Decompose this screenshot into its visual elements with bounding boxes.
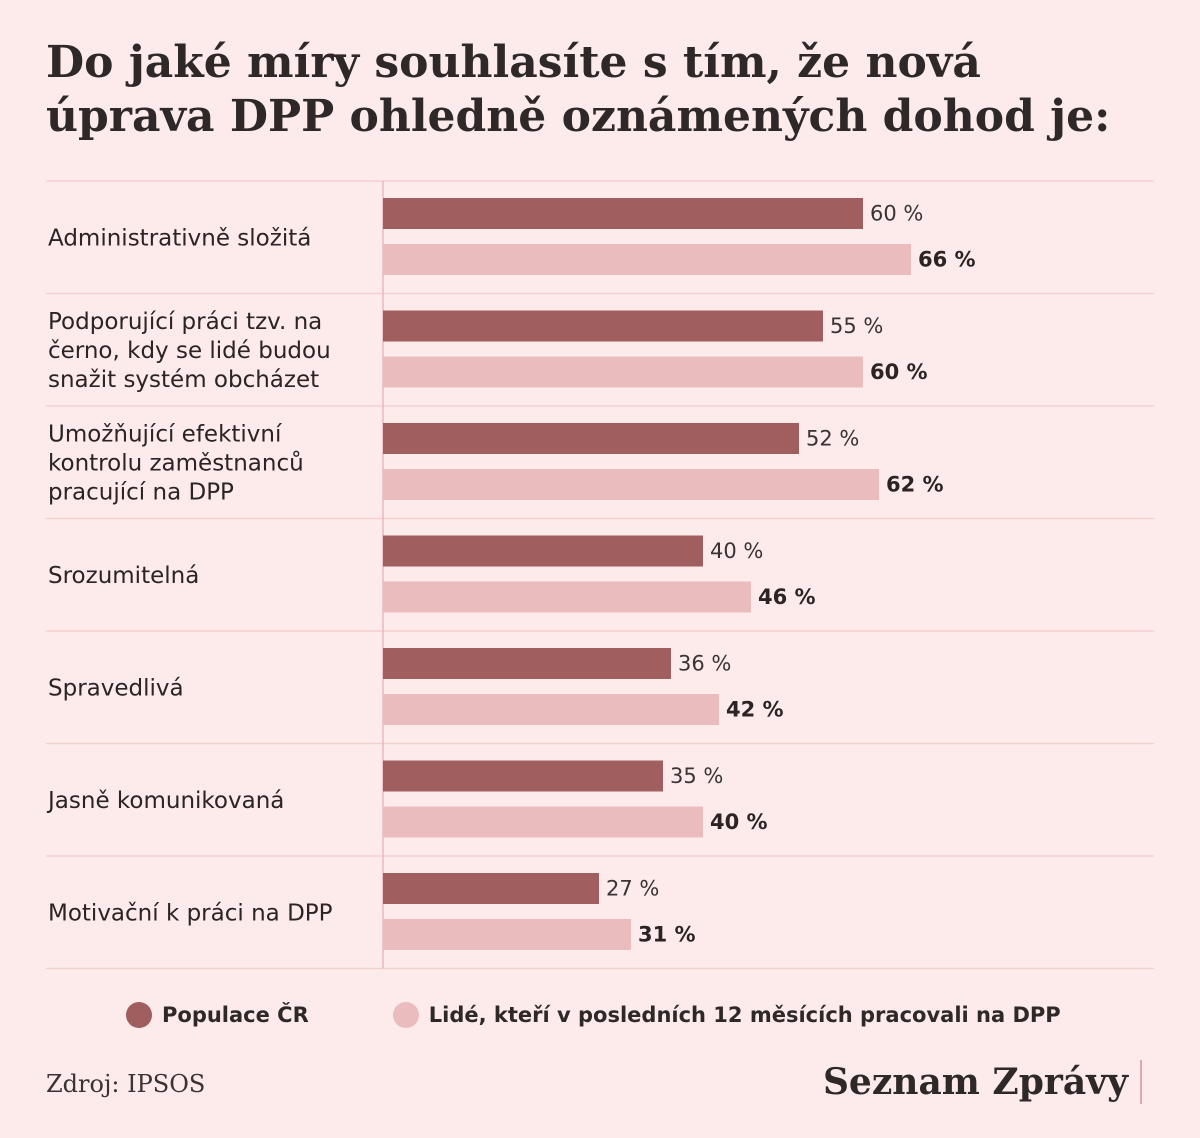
category-label: Srozumitelná	[48, 563, 199, 589]
value-labels: 60 % 66 % 55 % 60 % 52 % 62 % 40 % 46 % 36 % 42 %…	[606, 202, 976, 947]
value-label-populace: 52 %	[806, 427, 859, 451]
bar-populace	[383, 310, 823, 342]
value-label-dpp-workers: 66 %	[918, 248, 976, 272]
bar-dpp-workers	[383, 694, 719, 725]
value-label-dpp-workers: 40 %	[710, 810, 768, 834]
value-label-dpp-workers: 62 %	[886, 473, 944, 497]
bar-dpp-workers	[383, 806, 703, 838]
value-label-dpp-workers: 60 %	[870, 360, 928, 384]
category-label: Motivační k práci na DPP	[48, 900, 333, 926]
value-label-dpp-workers: 31 %	[638, 923, 696, 947]
category-label: Podporující práci tzv. na černo, kdy se l…	[48, 309, 331, 393]
bar-dpp-workers	[383, 581, 751, 613]
value-label-dpp-workers: 42 %	[726, 698, 784, 722]
category-label: Umožňující efektivní kontrolu zaměstnanců…	[48, 421, 304, 505]
row-separators	[46, 180, 1154, 970]
source-note: Zdroj: IPSOS	[46, 1070, 206, 1098]
bar-chart: Administrativně složitá Podporující práci…	[46, 180, 1154, 970]
bar-populace	[383, 873, 599, 904]
value-label-populace: 40 %	[710, 539, 763, 563]
value-label-populace: 55 %	[830, 314, 883, 338]
value-label-populace: 60 %	[870, 202, 923, 226]
legend-swatch-populace	[126, 1002, 152, 1028]
value-label-populace: 27 %	[606, 877, 659, 901]
value-label-dpp-workers: 46 %	[758, 585, 816, 609]
bar-dpp-workers	[383, 244, 911, 275]
bar-populace	[383, 423, 799, 454]
value-label-populace: 35 %	[670, 764, 723, 788]
bar-populace	[383, 198, 863, 229]
bar-dpp-workers	[383, 469, 879, 500]
legend-swatch-dpp-workers	[392, 1002, 419, 1028]
legend-label-dpp-workers: Lidé, kteří v posledních 12 měsících pra…	[428, 1003, 1061, 1027]
category-labels: Administrativně složitá Podporující práci…	[46, 225, 333, 926]
bar-dpp-workers	[383, 356, 863, 388]
bars	[383, 198, 911, 950]
category-label: Spravedlivá	[48, 675, 184, 701]
bar-populace	[383, 648, 671, 679]
chart-legend: Populace ČR Lidé, kteří v posledních 12 …	[126, 998, 1166, 1032]
category-label: Jasně komunikovaná	[46, 788, 284, 814]
value-label-populace: 36 %	[678, 652, 731, 676]
category-label: Administrativně složitá	[48, 225, 311, 251]
bar-dpp-workers	[383, 919, 631, 950]
chart-title: Do jaké míry souhlasíte s tím, že nová ú…	[46, 37, 1111, 142]
bar-populace	[383, 760, 663, 792]
legend-item-dpp-workers: Lidé, kteří v posledních 12 měsících pra…	[392, 1002, 1061, 1028]
legend-item-populace: Populace ČR	[126, 1002, 309, 1028]
brand-logo: Seznam Zprávy	[823, 1060, 1142, 1104]
legend-label-populace: Populace ČR	[162, 1003, 309, 1027]
bar-populace	[383, 535, 703, 567]
